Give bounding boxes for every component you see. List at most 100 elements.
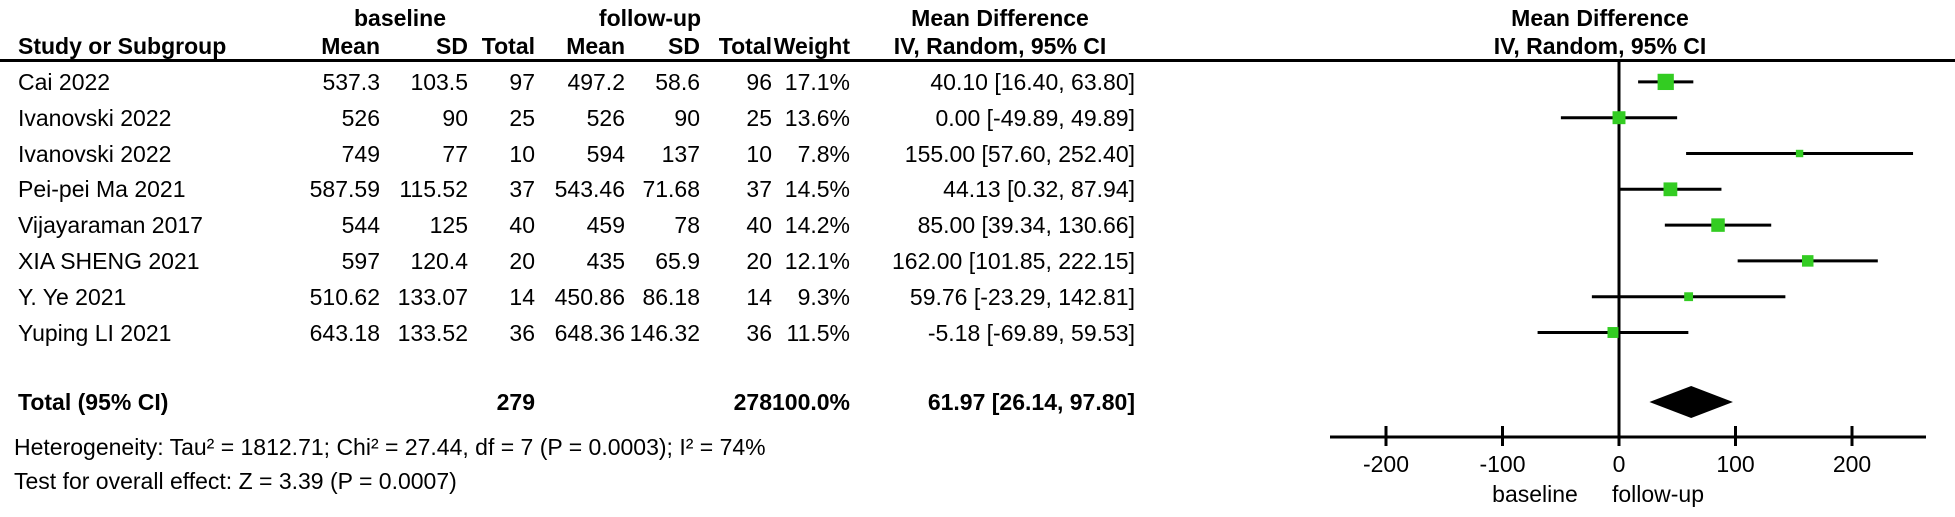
baseline-mean: 537.3 (322, 69, 380, 95)
weight-value: 13.6% (784, 104, 850, 131)
followup-mean: 459 (586, 212, 625, 239)
study-marker (1684, 292, 1694, 302)
followup-sd: 65.9 (655, 248, 700, 274)
total-weight: 100.0% (771, 389, 850, 415)
overall-effect-text: Test for overall effect: Z = 3.39 (P = 0… (14, 468, 457, 494)
study-name: Yuping LI 2021 (18, 319, 172, 346)
axis-tick-label: -100 (1479, 451, 1525, 477)
study-marker (1657, 73, 1674, 91)
column-header-followup-sd: SD (668, 33, 700, 59)
followup-sd: 86.18 (642, 283, 700, 310)
baseline-sd: 103.5 (410, 69, 468, 95)
followup-mean: 543.46 (554, 176, 625, 203)
study-marker (1795, 149, 1804, 158)
weight-value: 17.1% (784, 69, 850, 95)
baseline-mean: 749 (341, 140, 380, 167)
axis-tick-label: 100 (1716, 451, 1754, 477)
baseline-mean: 597 (341, 248, 380, 274)
followup-mean: 497.2 (567, 69, 625, 95)
baseline-total: 37 (509, 176, 535, 203)
baseline-mean: 526 (341, 104, 380, 131)
group-header-followup: follow-up (598, 5, 702, 31)
axis-tick-label: 200 (1833, 451, 1871, 477)
total-label: Total (95% CI) (18, 389, 169, 415)
study-row: XIA SHENG 2021 597 120.4 20 435 65.9 20 12.1% 16… (0, 243, 1955, 279)
column-header-weight: Weight (773, 33, 850, 59)
followup-mean: 526 (586, 104, 625, 131)
baseline-sd: 115.52 (399, 176, 468, 203)
ci-value: 162.00 [101.85, 222.15] (892, 248, 1135, 274)
ci-value: 85.00 [39.34, 130.66] (917, 212, 1135, 239)
group-header-mean-difference-table: Mean Difference (911, 5, 1089, 31)
study-name: Pei-pei Ma 2021 (18, 176, 186, 203)
baseline-total: 20 (509, 248, 535, 274)
baseline-mean: 587.59 (309, 176, 380, 203)
followup-total: 10 (746, 140, 772, 167)
weight-value: 12.1% (784, 248, 850, 274)
baseline-mean: 643.18 (309, 319, 380, 346)
followup-total: 40 (746, 212, 772, 239)
baseline-sd: 120.4 (410, 248, 468, 274)
axis-label-followup: follow-up (1612, 481, 1704, 507)
weight-value: 14.5% (784, 176, 850, 203)
followup-sd: 78 (674, 212, 700, 239)
pooled-diamond (1649, 386, 1733, 418)
ci-value: -5.18 [-69.89, 59.53] (927, 319, 1135, 346)
weight-value: 11.5% (786, 319, 850, 346)
baseline-sd: 125 (429, 212, 468, 239)
study-row: Pei-pei Ma 2021 587.59 115.52 37 543.46 71.68… (0, 171, 1955, 207)
column-header-followup-mean: Mean (566, 33, 625, 59)
column-header-baseline-mean: Mean (321, 33, 380, 59)
study-name: Ivanovski 2022 (18, 140, 172, 167)
axis-tick-label: -200 (1363, 451, 1409, 477)
column-header-baseline-sd: SD (436, 33, 468, 59)
followup-total: 37 (746, 176, 772, 203)
study-name: Y. Ye 2021 (18, 283, 127, 310)
followup-sd: 146.32 (629, 319, 700, 346)
total-followup-n: 278 (733, 389, 772, 415)
followup-total: 96 (746, 69, 772, 95)
baseline-total: 25 (509, 104, 535, 131)
ci-value: 0.00 [-49.89, 49.89] (935, 104, 1136, 131)
baseline-total: 14 (509, 283, 535, 310)
total-ci-value: 61.97 [26.14, 97.80] (927, 389, 1135, 415)
baseline-sd: 133.52 (397, 319, 468, 346)
followup-mean: 648.36 (554, 319, 625, 346)
followup-total: 25 (746, 104, 772, 131)
baseline-sd: 133.07 (397, 283, 468, 310)
followup-sd: 71.68 (642, 176, 700, 203)
ci-value: 40.10 [16.40, 63.80] (930, 69, 1135, 95)
followup-mean: 435 (586, 248, 625, 274)
ci-value: 155.00 [57.60, 252.40] (904, 140, 1135, 167)
study-row: Vijayaraman 2017 544 125 40 459 78 40 14.2% 85.0… (0, 207, 1955, 243)
baseline-mean: 544 (341, 212, 380, 239)
followup-total: 14 (746, 283, 772, 310)
study-row: Yuping LI 2021 643.18 133.52 36 648.36 146.32… (0, 315, 1955, 351)
total-baseline-n: 279 (496, 389, 535, 415)
study-marker (1711, 218, 1725, 232)
baseline-total: 40 (509, 212, 535, 239)
column-header-baseline-total: Total (481, 33, 535, 59)
followup-sd: 90 (674, 104, 700, 131)
study-name: Vijayaraman 2017 (18, 212, 203, 239)
study-row: Cai 2022 537.3 103.5 97 497.2 58.6 96 17.1% 40.1… (0, 64, 1955, 100)
column-header-ci-table: IV, Random, 95% CI (893, 33, 1107, 59)
group-header-mean-difference-plot: Mean Difference (1511, 5, 1689, 31)
baseline-sd: 77 (442, 140, 468, 167)
column-header-study: Study or Subgroup (18, 33, 227, 59)
ci-value: 44.13 [0.32, 87.94] (943, 176, 1135, 203)
baseline-mean: 510.62 (309, 283, 380, 310)
study-row: Ivanovski 2022 749 77 10 594 137 10 7.8% 155.00 … (0, 136, 1955, 172)
study-marker (1612, 111, 1626, 125)
baseline-total: 10 (509, 140, 535, 167)
followup-sd: 58.6 (655, 69, 700, 95)
baseline-sd: 90 (442, 104, 468, 131)
study-name: Ivanovski 2022 (18, 104, 172, 131)
ci-value: 59.76 [-23.29, 142.81] (909, 283, 1135, 310)
study-name: Cai 2022 (18, 69, 111, 95)
axis-tick-label: 0 (1613, 451, 1626, 477)
header-divider-line (0, 59, 1955, 62)
axis-label-baseline: baseline (1492, 481, 1578, 507)
